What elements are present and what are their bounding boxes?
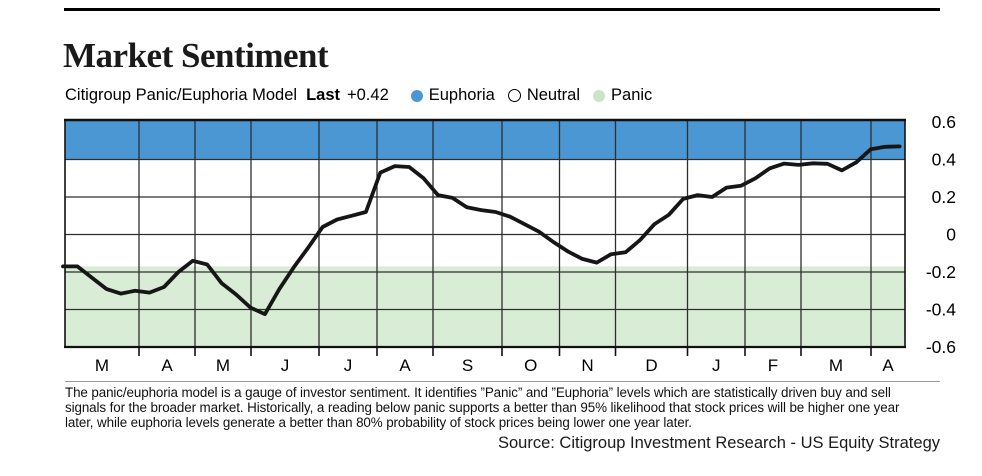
footnote-line: later, while euphoria levels generate a … — [65, 414, 692, 430]
y-tick-label: 0.4 — [932, 150, 957, 170]
y-tick-label: -0.2 — [926, 262, 956, 282]
footnote-line: The panic/euphoria model is a gauge of i… — [65, 385, 891, 400]
x-month-label: J — [344, 356, 353, 375]
last-label: Last — [306, 86, 340, 104]
legend-item-panic: Panic — [593, 86, 652, 105]
sentiment-line — [61, 144, 902, 317]
legend: Euphoria Neutral Panic — [410, 86, 666, 105]
x-month-label: O — [524, 356, 537, 375]
x-month-label: F — [768, 356, 778, 375]
x-month-label: S — [462, 356, 473, 375]
page-title: Market Sentiment — [63, 36, 329, 75]
y-tick-label: 0.6 — [932, 112, 956, 132]
y-tick-label: -0.6 — [926, 337, 956, 357]
x-month-label: A — [161, 356, 173, 375]
x-month-label: D — [645, 356, 657, 375]
footer-divider — [65, 381, 940, 382]
euphoria-band — [65, 120, 905, 160]
top-rule — [64, 8, 940, 11]
footnote: The panic/euphoria model is a gauge of i… — [65, 385, 900, 430]
x-month-label: M — [216, 356, 230, 375]
legend-item-euphoria: Euphoria — [410, 86, 495, 105]
x-month-label: N — [581, 356, 593, 375]
source-credit: Source: Citigroup Investment Research - … — [497, 434, 940, 452]
last-value: +0.42 — [347, 86, 389, 104]
legend-item-label: Neutral — [526, 86, 581, 104]
x-month-label: A — [882, 356, 894, 375]
subtitle-row: Citigroup Panic/Euphoria Model Last +0.4… — [65, 86, 665, 105]
legend-item-label: Euphoria — [428, 86, 495, 104]
x-month-label: A — [399, 356, 411, 375]
y-tick-label: 0.2 — [932, 187, 956, 207]
panic-dot-icon — [593, 89, 606, 102]
x-month-label: J — [712, 356, 721, 375]
legend-item-neutral: Neutral — [507, 86, 581, 105]
x-month-label: J — [281, 356, 290, 375]
model-name: Citigroup Panic/Euphoria Model — [65, 86, 298, 104]
euphoria-dot-icon — [410, 89, 423, 102]
y-tick-label: -0.4 — [926, 300, 956, 320]
legend-item-label: Panic — [611, 86, 653, 104]
y-tick-label: 0 — [946, 225, 956, 245]
x-month-label: M — [95, 356, 109, 375]
footnote-line: signals for the broader market. Historic… — [65, 399, 900, 415]
x-month-label: M — [829, 356, 843, 375]
neutral-dot-icon — [507, 89, 521, 102]
panic-band — [65, 266, 905, 347]
